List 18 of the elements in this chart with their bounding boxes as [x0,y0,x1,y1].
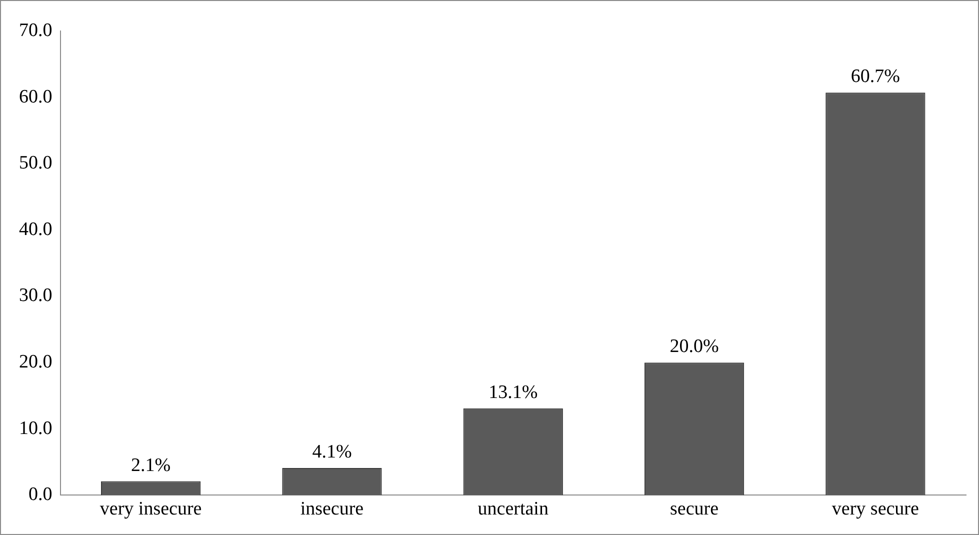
data-label: 4.1% [312,441,352,462]
y-tick-label: 70.0 [19,20,52,41]
x-tick-label: insecure [300,498,364,520]
x-tick-label: very insecure [100,498,202,520]
y-tick-label: 10.0 [19,418,52,439]
data-label: 13.1% [488,382,538,403]
data-label: 2.1% [131,454,171,476]
y-tick-label: 0.0 [28,484,52,506]
x-tick-label: very secure [832,498,919,520]
data-label: 20.0% [670,336,719,358]
data-label: 60.7% [850,66,900,88]
y-tick-label: 20.0 [19,352,52,373]
x-tick-label: uncertain [478,498,549,520]
y-tick-label: 40.0 [19,218,52,240]
y-tick-label: 60.0 [19,86,52,108]
y-tick-label: 50.0 [19,152,52,174]
y-tick-label: 30.0 [19,285,52,306]
x-tick-label: secure [670,498,719,520]
